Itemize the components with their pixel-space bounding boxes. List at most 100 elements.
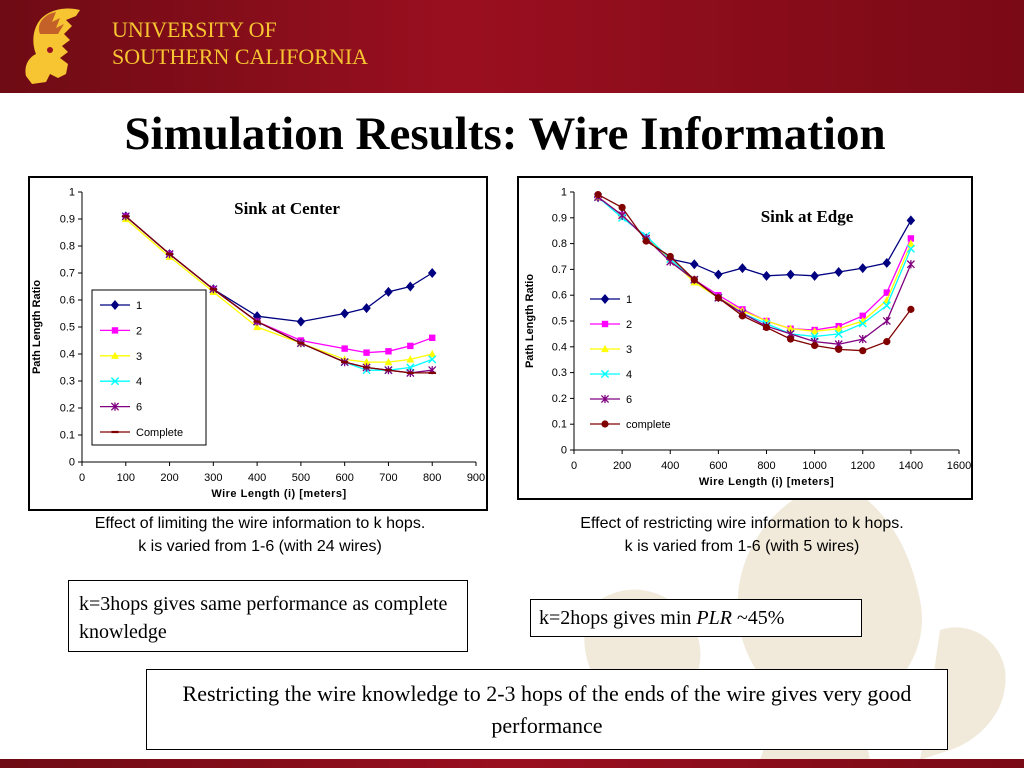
data-point bbox=[666, 252, 674, 261]
y-tick-label: 0.2 bbox=[60, 403, 75, 415]
caption-right: Effect of restricting wire information t… bbox=[492, 512, 992, 558]
data-point bbox=[406, 281, 415, 292]
data-point bbox=[384, 358, 393, 366]
data-point bbox=[882, 301, 891, 310]
data-point bbox=[858, 334, 867, 344]
series-line bbox=[597, 196, 912, 338]
legend-label: 1 bbox=[626, 294, 632, 306]
y-tick-label: 0.3 bbox=[60, 376, 75, 388]
x-tick-label: 1400 bbox=[899, 460, 923, 472]
y-tick-label: 0 bbox=[561, 445, 567, 457]
data-point bbox=[859, 312, 866, 320]
data-point bbox=[810, 270, 819, 281]
legend-label: 3 bbox=[626, 344, 632, 356]
legend-marker bbox=[110, 402, 120, 411]
x-tick-label: 800 bbox=[757, 460, 775, 472]
y-tick-label: 0.9 bbox=[552, 212, 567, 224]
x-tick-label: 400 bbox=[661, 460, 679, 472]
legend-marker bbox=[600, 369, 610, 379]
x-tick-label: 700 bbox=[379, 472, 397, 484]
x-tick-label: 100 bbox=[117, 472, 135, 484]
series-2 bbox=[594, 193, 915, 334]
data-point bbox=[714, 294, 722, 302]
data-point bbox=[429, 334, 436, 341]
data-point bbox=[406, 355, 415, 363]
series-line bbox=[125, 215, 433, 374]
legend-marker bbox=[601, 344, 609, 353]
x-tick-label: 200 bbox=[160, 472, 178, 484]
note-right: k=2hops gives min PLR ~45% bbox=[530, 599, 862, 637]
y-tick-label: 0.7 bbox=[552, 264, 567, 276]
x-tick-label: 0 bbox=[79, 472, 85, 484]
legend-label: 6 bbox=[626, 394, 632, 406]
data-point bbox=[834, 329, 843, 338]
data-point bbox=[858, 263, 868, 274]
x-tick-label: 200 bbox=[613, 460, 631, 472]
legend-label: complete bbox=[626, 419, 671, 431]
legend-marker bbox=[111, 327, 119, 334]
data-point bbox=[810, 327, 819, 335]
series-6 bbox=[594, 193, 915, 349]
university-name: UNIVERSITY OF SOUTHERN CALIFORNIA bbox=[112, 16, 368, 70]
x-tick-label: 0 bbox=[571, 460, 577, 472]
legend-box bbox=[91, 289, 207, 446]
data-point bbox=[786, 324, 795, 332]
data-point bbox=[883, 338, 891, 346]
x-tick-label: 1000 bbox=[802, 460, 826, 472]
x-tick-label: 600 bbox=[709, 460, 727, 472]
legend-label: 2 bbox=[136, 325, 142, 337]
data-point bbox=[341, 345, 348, 352]
data-point bbox=[618, 211, 627, 220]
caption-left: Effect of limiting the wire information … bbox=[10, 512, 510, 558]
data-point bbox=[906, 260, 915, 269]
chart-title: Sink at Center bbox=[234, 199, 340, 218]
x-tick-label: 300 bbox=[204, 472, 222, 484]
trojan-helmet-logo-icon bbox=[25, 8, 80, 84]
legend-label: 1 bbox=[136, 300, 142, 312]
data-point bbox=[762, 323, 771, 332]
series-line bbox=[125, 218, 433, 363]
data-point bbox=[690, 276, 698, 284]
data-point bbox=[859, 347, 867, 355]
header-bar: UNIVERSITY OF SOUTHERN CALIFORNIA bbox=[0, 0, 1024, 93]
chart-sink-at-edge: 0 0.1 0.2 0.3 0.4 0.5 0.6 0.7 0.8 0.9 1 0 200 400 600 8… bbox=[517, 176, 973, 500]
data-point bbox=[738, 312, 747, 320]
chart-sink-at-center: 0 0.1 0.2 0.3 0.4 0.5 0.6 0.7 0.8 0.9 1 0 100 200 300 4… bbox=[28, 176, 488, 511]
data-point bbox=[786, 269, 795, 280]
caption-left-line-1: Effect of limiting the wire information … bbox=[94, 515, 426, 532]
data-point bbox=[594, 190, 602, 199]
note-bottom: Restricting the wire knowledge to 2-3 ho… bbox=[146, 669, 948, 750]
data-point bbox=[907, 235, 915, 242]
x-tick-label: 900 bbox=[467, 472, 485, 484]
legend: 1 2 3 4 6 Complete bbox=[91, 289, 207, 446]
university-line-1: UNIVERSITY OF bbox=[112, 17, 277, 42]
x-tick-label: 600 bbox=[335, 472, 353, 484]
data-point bbox=[906, 215, 916, 226]
legend: 1 2 3 4 6 complete bbox=[590, 294, 671, 431]
data-point bbox=[835, 345, 843, 353]
legend-marker bbox=[600, 294, 610, 304]
caption-right-line-1: Effect of restricting wire information t… bbox=[580, 515, 904, 532]
y-tick-label: 0.2 bbox=[552, 393, 567, 405]
data-point bbox=[762, 270, 771, 281]
caption-right-line-2: k is varied from 1-6 (with 5 wires) bbox=[624, 538, 860, 555]
x-tick-label: 1200 bbox=[851, 460, 875, 472]
series-complete bbox=[594, 190, 915, 355]
y-axis-label: Path Length Ratio bbox=[524, 274, 536, 368]
data-point bbox=[407, 342, 414, 350]
legend-marker bbox=[110, 377, 120, 386]
data-point bbox=[714, 269, 723, 280]
y-tick-label: 0.6 bbox=[60, 295, 75, 307]
x-tick-label: 1600 bbox=[947, 460, 971, 472]
legend-label: 4 bbox=[626, 369, 632, 381]
legend-label: 6 bbox=[136, 402, 142, 414]
legend-marker bbox=[601, 320, 609, 328]
x-tick-label: 800 bbox=[423, 472, 441, 484]
y-tick-label: 0.6 bbox=[552, 290, 567, 302]
series-line bbox=[597, 196, 912, 332]
caption-left-line-2: k is varied from 1-6 (with 24 wires) bbox=[138, 538, 382, 555]
note-right-suffix: ~45% bbox=[731, 607, 785, 629]
data-point bbox=[253, 322, 262, 331]
x-tick-label: 500 bbox=[292, 472, 310, 484]
university-line-2: SOUTHERN CALIFORNIA bbox=[112, 44, 369, 69]
